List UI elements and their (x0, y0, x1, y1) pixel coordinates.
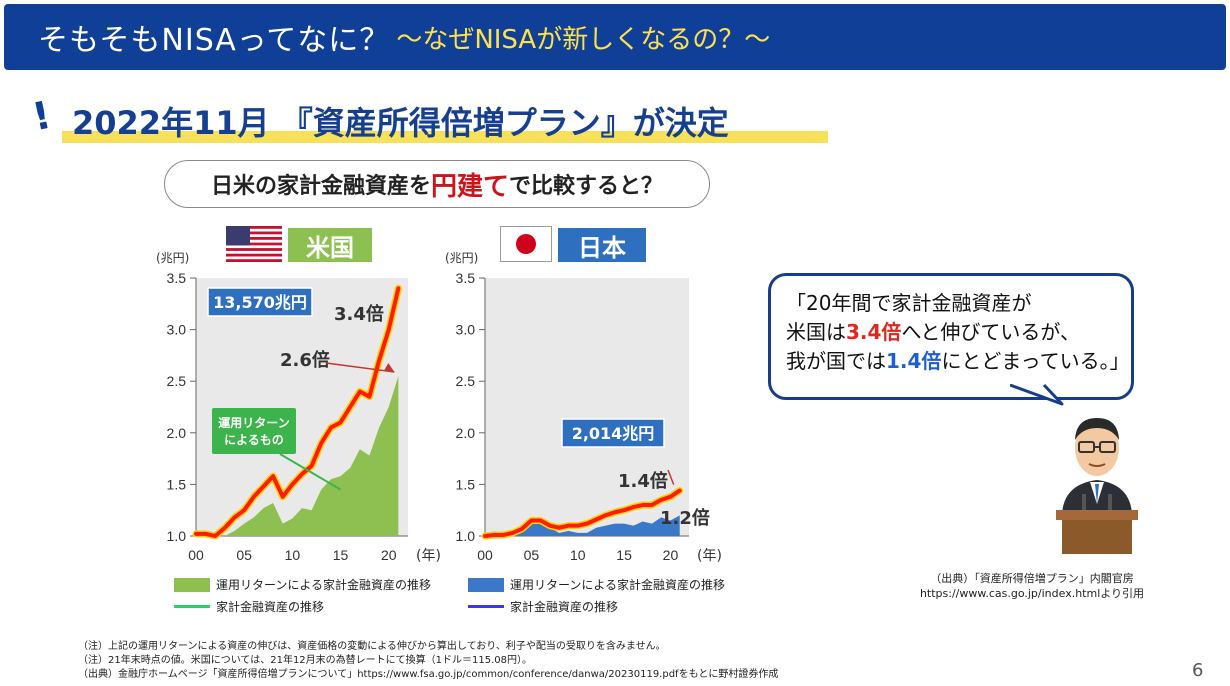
legend-us-area: 運用リターンによる家計金融資産の推移 (174, 576, 431, 593)
us-multiplier-label: 3.4倍 (334, 303, 384, 325)
question-pill: 日米の家計金融資産を 円建て で比較すると？ (164, 160, 710, 208)
us-y-tick-label: 1.0 (167, 528, 187, 544)
us-return-label-line2: によるもの (224, 433, 284, 447)
jp-multiplier-arrow (667, 469, 675, 485)
us-multiplier: 3.4倍 (846, 320, 902, 344)
legend-swatch-us-area (174, 577, 210, 592)
jp-series-total-line (483, 488, 682, 538)
jp-multiplier-label: 1.4倍 (618, 470, 668, 492)
us-y-tick-label: 3.0 (167, 322, 187, 338)
us-y-tick-label: 2.0 (167, 425, 187, 441)
speech-bubble-text: 「20年間で家計金融資産が 米国は3.4倍へと伸びているが、 我が国では1.4倍… (786, 291, 1130, 373)
prime-minister-illustration-icon (1056, 418, 1138, 554)
us-label: 米国 (288, 228, 372, 262)
jp-y-tick-label: 3.5 (456, 270, 476, 286)
question-after: で比較すると？ (509, 174, 664, 199)
question-before: 日米の家計金融資産を (210, 174, 431, 199)
jp-total-callout: 2,014兆円 (572, 424, 655, 443)
us-flag-icon (226, 226, 282, 262)
jp-y-tick-label: 1.0 (456, 528, 476, 544)
jp-x-tick-label: 10 (570, 547, 586, 563)
page-subtitle: ～なぜNISAが新しくなるの？～ (396, 24, 771, 55)
jp-y-tick-label: 3.0 (456, 322, 476, 338)
us-return-multiplier-label: 2.6倍 (280, 349, 330, 371)
us-x-tick-label: 10 (285, 547, 301, 563)
us-y-tick-label: 3.5 (167, 270, 187, 286)
speech-bubble (768, 273, 1134, 400)
jp-plot-background (485, 278, 689, 536)
us-return-label-box (212, 408, 296, 454)
footnote: （注）上記の運用リターンによる資産の伸びは、資産価格の変動による伸びから算出して… (78, 641, 666, 652)
headline-highlight (62, 131, 828, 143)
speech-bubble-tail (1010, 384, 1064, 406)
legend-jp-area: 運用リターンによる家計金融資産の推移 (468, 576, 725, 593)
us-x-tick-label: 05 (236, 547, 252, 563)
japan-flag-icon (500, 226, 552, 262)
jp-y-tick-label: 2.5 (456, 373, 476, 389)
jp-y-axis-label: (兆円) (445, 251, 478, 265)
us-return-label-pointer (279, 453, 342, 491)
us-series-total-line (194, 286, 401, 538)
page-number: 6 (1192, 660, 1204, 681)
title-bar: そもそもNISAってなに？ ～なぜNISAが新しくなるの？～ (4, 4, 1226, 70)
footnote: （注）21年末時点の値。米国については、21年12月末の為替レートにて換算（1ド… (78, 655, 533, 666)
legend-jp-line: 家計金融資産の推移 (468, 598, 618, 615)
jp-x-tick-label: 05 (524, 547, 540, 563)
us-return-arrowhead (384, 363, 395, 373)
us-return-label-line1: 運用リターン (218, 416, 289, 430)
jp-series-return-area (485, 515, 680, 536)
jp-y-tick-label: 1.5 (456, 476, 476, 492)
source-right: （出典）「資産所得倍増プラン」内閣官房 https://www.cas.go.j… (919, 572, 1145, 600)
jp-y-tick-label: 2.0 (456, 425, 476, 441)
us-x-tick-label: 00 (188, 547, 204, 563)
headline: 2022年11月 『資産所得倍増プラン』が決定 (72, 104, 729, 142)
us-y-axis-label: (兆円) (156, 251, 189, 265)
jp-x-tick-label: 20 (663, 547, 679, 563)
us-y-tick-label: 1.5 (167, 476, 187, 492)
footnotes: （注）上記の運用リターンによる資産の伸びは、資産価格の変動による伸びから算出して… (78, 640, 778, 682)
jp-multiplier: 1.4倍 (886, 349, 942, 373)
question-emphasis: 円建て (430, 171, 509, 202)
footnote: （出典）金融庁ホームページ「資産所得倍増プランについて」https://www.… (78, 669, 779, 680)
legend-us-line: 家計金融資産の推移 (174, 598, 324, 615)
legend-swatch-jp-line (468, 605, 504, 608)
asset-charts: 1.0 1.5 2.0 2.5 3.0 3.5 (兆円) 00 05 10 15 20 (年) 1.0 1.… (156, 251, 722, 564)
us-x-tick-label: 20 (381, 547, 397, 563)
exclamation-icon: ! (28, 92, 55, 140)
jp-x-tick-label: 15 (616, 547, 632, 563)
us-total-callout: 13,570兆円 (213, 293, 307, 312)
jp-x-tick-label: 00 (477, 547, 493, 563)
jp-return-multiplier-label: 1.2倍 (660, 507, 710, 529)
us-x-tick-label: 15 (333, 547, 349, 563)
us-x-axis-label: (年) (416, 548, 441, 564)
legend-swatch-jp-area (468, 577, 504, 592)
jp-x-axis-label: (年) (697, 548, 722, 564)
page-title: そもそもNISAってなに？ (38, 23, 391, 58)
us-series-return-area (196, 376, 399, 536)
legend-swatch-us-line (174, 605, 210, 608)
jp-label: 日本 (558, 228, 646, 262)
us-y-tick-label: 2.5 (167, 373, 187, 389)
us-total-callout-box (207, 287, 313, 317)
jp-total-callout-box (561, 418, 665, 448)
us-return-arrow (325, 362, 395, 373)
